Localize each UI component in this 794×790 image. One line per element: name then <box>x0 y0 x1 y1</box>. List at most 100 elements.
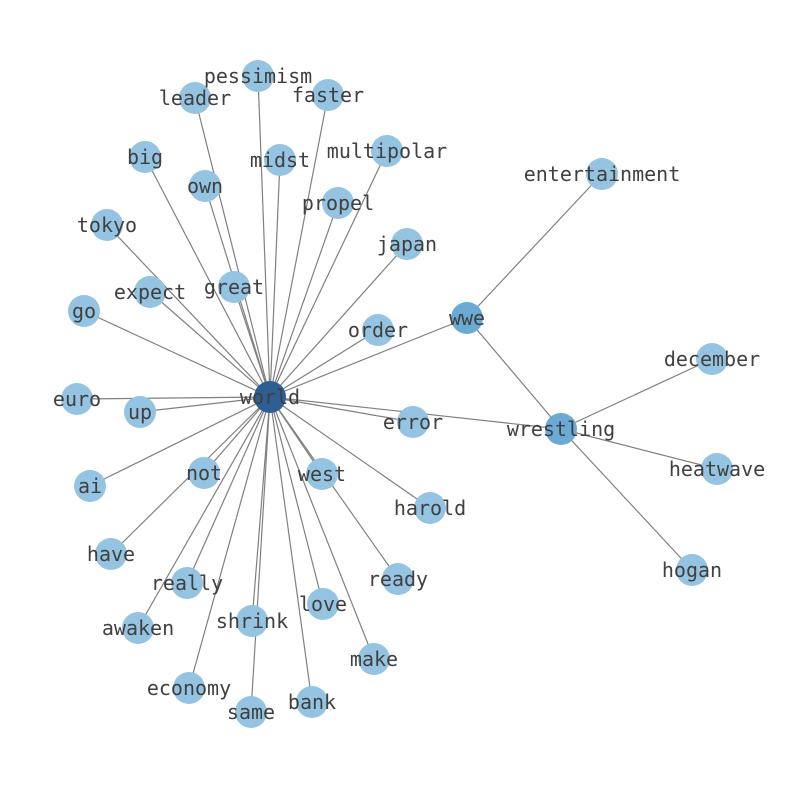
edge-world-not <box>203 396 271 474</box>
edge-world-go <box>83 310 271 398</box>
node-bank <box>296 686 328 718</box>
node-label-economy: economy <box>147 676 231 700</box>
node-label-propel: propel <box>302 191 374 215</box>
node-label-west: west <box>298 462 346 486</box>
node-label-really: really <box>151 571 223 595</box>
node-world <box>254 381 286 413</box>
edge-world-awaken <box>137 396 271 629</box>
edge-world-harold <box>269 396 431 509</box>
node-west <box>306 458 338 490</box>
node-multipolar <box>371 135 403 167</box>
node-label-harold: harold <box>394 496 466 520</box>
node-label-error: error <box>383 410 443 434</box>
edge-wwe-entertainment <box>466 173 603 319</box>
edge-world-big <box>144 156 271 398</box>
node-label-euro: euro <box>53 387 101 411</box>
node-label-up: up <box>128 400 152 424</box>
node-heatwave <box>701 453 733 485</box>
node-love <box>307 588 339 620</box>
node-really <box>171 567 203 599</box>
edge-wwe-wrestling <box>466 317 562 430</box>
node-label-wwe: wwe <box>449 306 485 330</box>
node-label-ai: ai <box>78 474 102 498</box>
edge-world-midst <box>269 159 281 398</box>
node-ready <box>382 563 414 595</box>
node-have <box>95 538 127 570</box>
edge-world-euro <box>76 396 271 400</box>
node-label-order: order <box>348 318 408 342</box>
edge-wrestling-heatwave <box>560 428 718 470</box>
edge-world-love <box>269 396 324 605</box>
node-wwe <box>451 302 483 334</box>
nodes <box>61 60 733 728</box>
node-label-own: own <box>187 174 223 198</box>
node-label-bank: bank <box>288 690 336 714</box>
node-shrink <box>236 605 268 637</box>
node-economy <box>173 672 205 704</box>
edge-world-great <box>233 286 271 398</box>
edge-world-make <box>269 396 375 660</box>
edge-world-faster <box>269 94 329 398</box>
edge-world-pessimism <box>257 75 271 398</box>
node-label-december: december <box>664 347 760 371</box>
edge-world-propel <box>269 202 339 398</box>
node-label-hogan: hogan <box>662 558 722 582</box>
node-japan <box>391 228 423 260</box>
node-tokyo <box>91 209 123 241</box>
node-label-ready: ready <box>368 567 428 591</box>
node-order <box>362 314 394 346</box>
node-make <box>358 643 390 675</box>
node-pessimism <box>242 60 274 92</box>
node-label-multipolar: multipolar <box>327 139 447 163</box>
edge-world-error <box>269 396 414 423</box>
node-label-go: go <box>72 299 96 323</box>
node-label-leader: leader <box>159 86 231 110</box>
node-expect <box>134 276 166 308</box>
node-wrestling <box>545 413 577 445</box>
node-entertainment <box>586 158 618 190</box>
edge-world-up <box>139 396 271 413</box>
node-midst <box>264 144 296 176</box>
node-faster <box>312 79 344 111</box>
node-euro <box>61 383 93 415</box>
node-label-midst: midst <box>250 148 310 172</box>
node-label-entertainment: entertainment <box>524 162 681 186</box>
edge-world-tokyo <box>106 224 271 398</box>
edge-world-shrink <box>251 396 271 622</box>
edge-world-multipolar <box>269 150 388 398</box>
node-label-shrink: shrink <box>216 609 288 633</box>
node-big <box>129 141 161 173</box>
edge-wrestling-hogan <box>560 428 693 571</box>
edge-world-leader <box>194 97 271 398</box>
node-label-wrestling: wrestling <box>507 417 615 441</box>
node-label-heatwave: heatwave <box>669 457 765 481</box>
node-december <box>696 343 728 375</box>
node-label-pessimism: pessimism <box>204 64 312 88</box>
edge-world-really <box>186 396 271 584</box>
node-label-love: love <box>299 592 347 616</box>
edge-world-bank <box>269 396 313 703</box>
node-same <box>235 696 267 728</box>
node-error <box>397 406 429 438</box>
node-awaken <box>122 612 154 644</box>
edge-world-wwe <box>269 317 468 398</box>
labels: world wwe wrestling entertainment december he… <box>53 64 765 724</box>
edge-world-ai <box>89 396 271 487</box>
node-leader <box>179 82 211 114</box>
node-label-world: world <box>240 385 300 409</box>
node-ai <box>74 470 106 502</box>
node-label-same: same <box>227 700 275 724</box>
node-label-japan: japan <box>377 232 437 256</box>
node-not <box>188 457 220 489</box>
node-label-great: great <box>204 275 264 299</box>
node-harold <box>414 492 446 524</box>
edge-world-order <box>269 329 379 398</box>
edge-world-japan <box>269 243 408 398</box>
edge-world-same <box>250 396 271 713</box>
node-great <box>218 271 250 303</box>
edge-world-economy <box>188 396 271 689</box>
node-up <box>124 396 156 428</box>
node-go <box>68 295 100 327</box>
edge-wrestling-december <box>560 358 713 430</box>
